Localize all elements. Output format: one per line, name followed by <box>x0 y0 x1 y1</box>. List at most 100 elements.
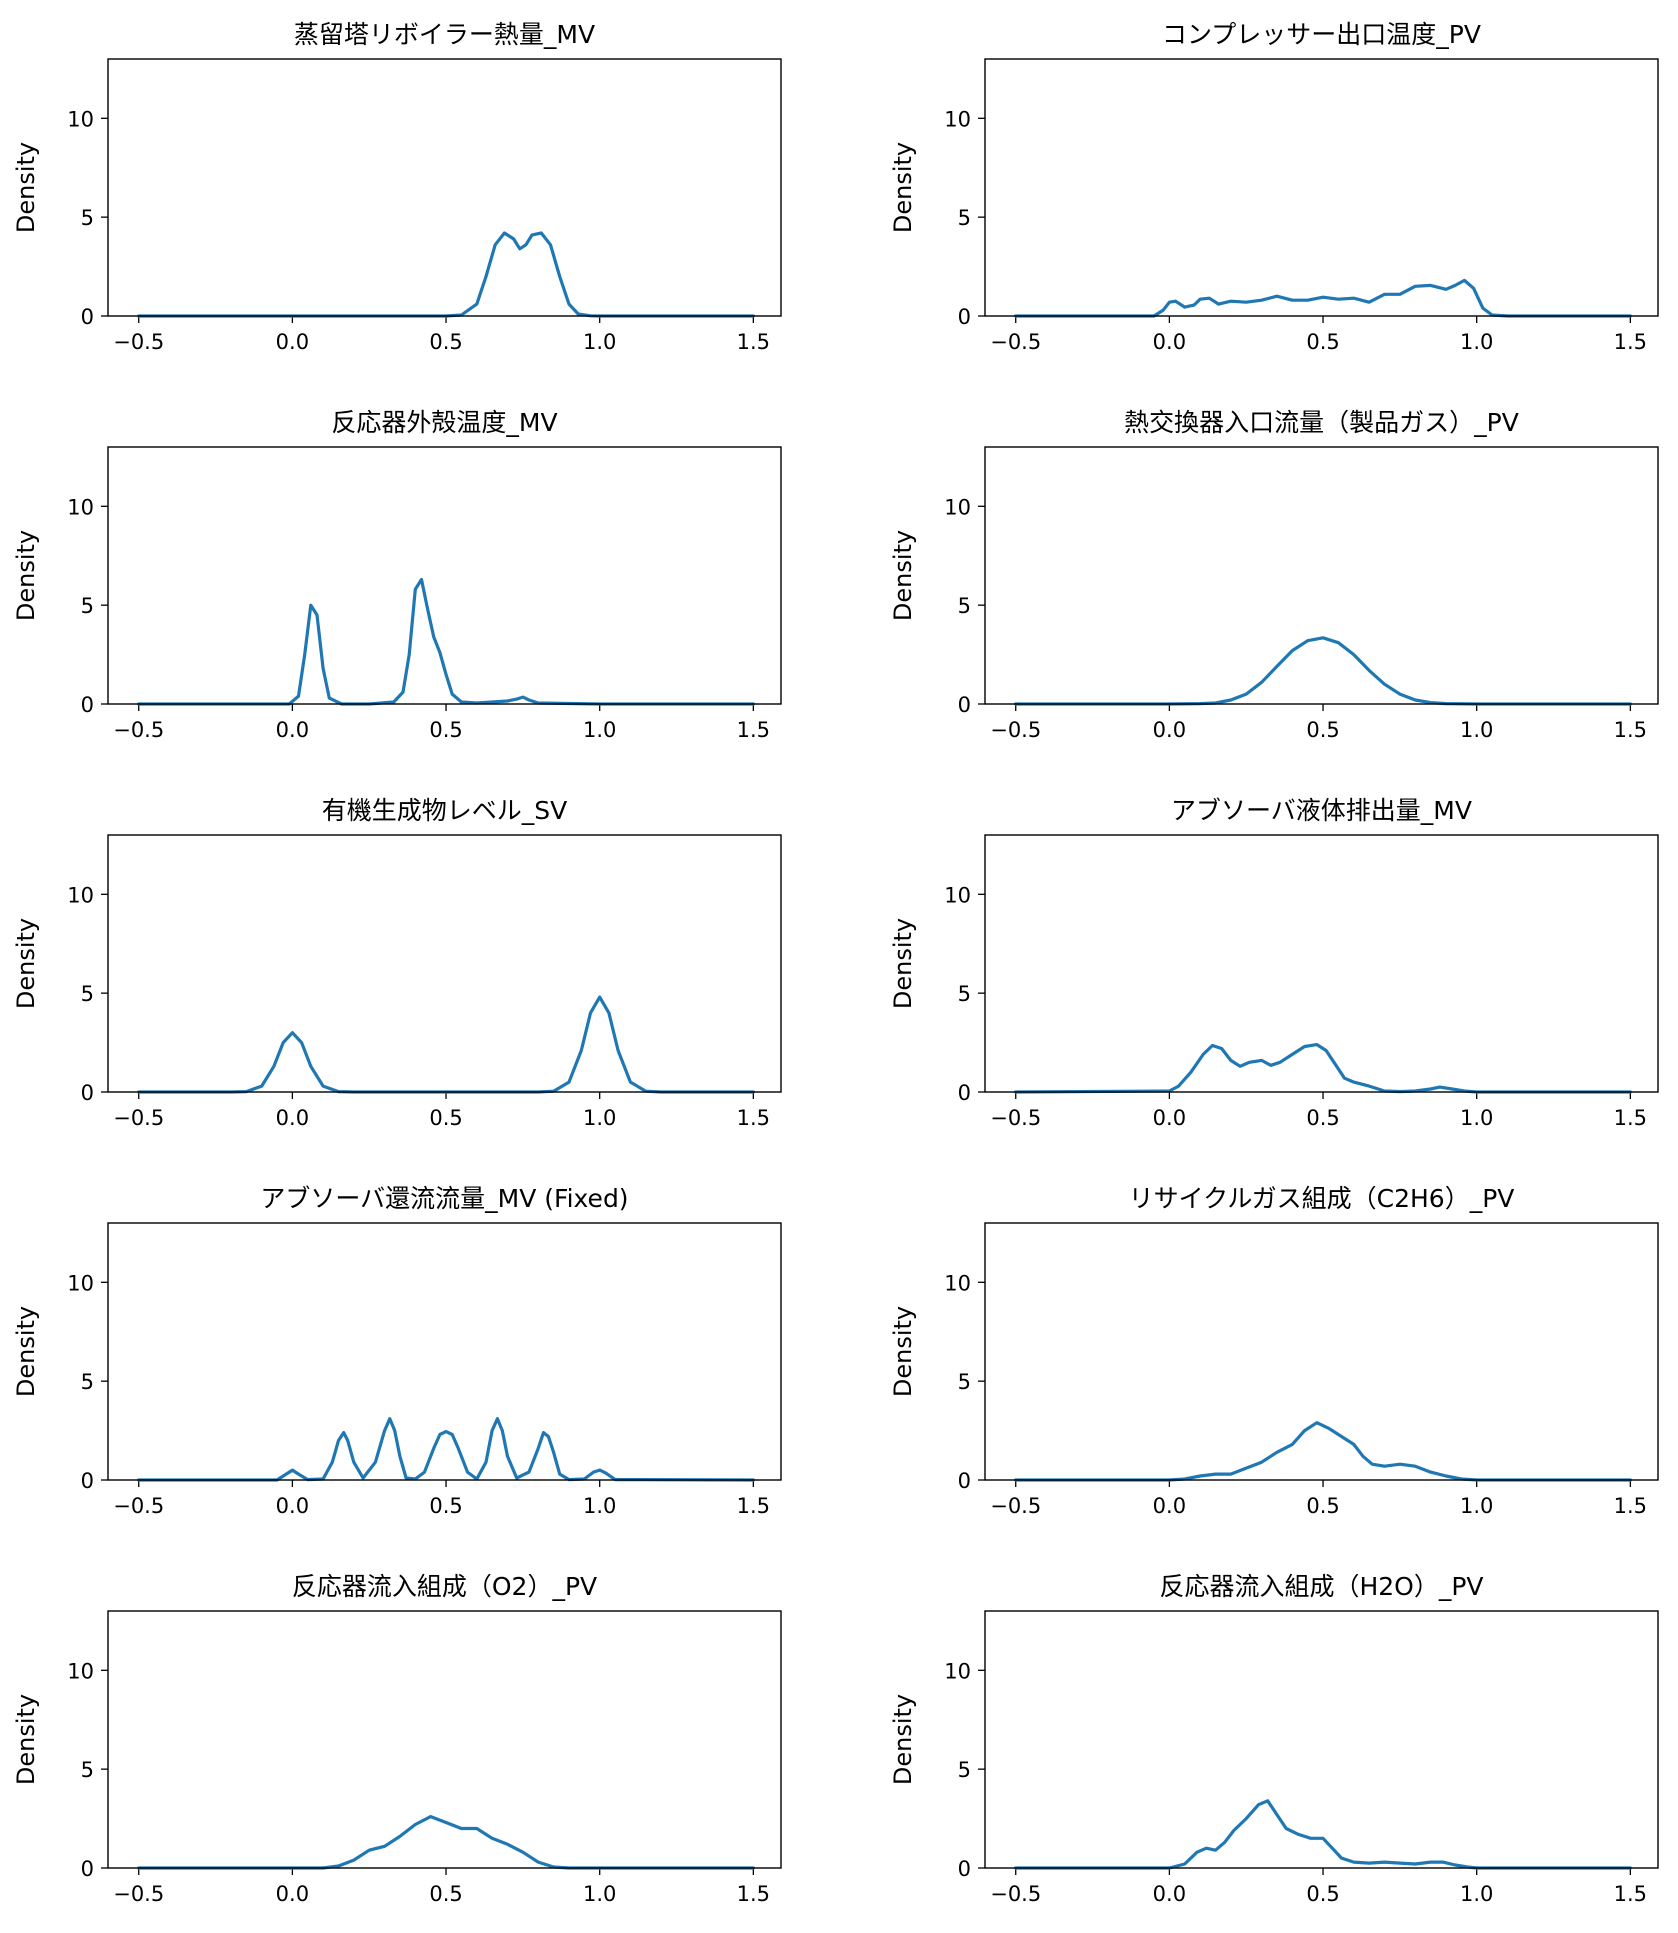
x-tick-label: 1.0 <box>1460 1494 1493 1518</box>
x-tick-label: 0.5 <box>1306 1882 1339 1906</box>
plot-frame <box>984 58 1659 317</box>
y-tick-label: 10 <box>67 1659 94 1683</box>
x-tick-label: 0.5 <box>1306 330 1339 354</box>
y-tick-label: 10 <box>944 495 971 519</box>
y-axis-label: Density <box>889 142 917 233</box>
plot-frame <box>107 1222 782 1481</box>
density-line <box>1014 1799 1632 1870</box>
y-axis-label: Density <box>889 1694 917 1785</box>
density-line <box>137 577 755 706</box>
chart-title: アブソーバ液体排出量_MV <box>1171 796 1472 825</box>
x-tick-label: 0.0 <box>276 718 309 742</box>
x-tick-label: 0.0 <box>276 1882 309 1906</box>
plot-frame <box>984 834 1659 1093</box>
x-tick-label: 1.0 <box>1460 330 1493 354</box>
y-tick-label: 10 <box>944 883 971 907</box>
y-axis-label: Density <box>12 1694 40 1785</box>
y-axis-label: Density <box>889 530 917 621</box>
y-tick-label: 0 <box>958 693 971 717</box>
x-tick-label: 1.0 <box>583 1882 616 1906</box>
x-tick-label: −0.5 <box>113 1106 164 1130</box>
x-tick-label: 1.0 <box>583 718 616 742</box>
x-tick-label: 0.0 <box>1153 330 1186 354</box>
x-tick-label: 0.5 <box>429 1106 462 1130</box>
y-tick-label: 0 <box>81 693 94 717</box>
y-tick-label: 5 <box>81 982 94 1006</box>
plot-frame <box>107 58 782 317</box>
x-tick-label: 1.0 <box>1460 718 1493 742</box>
x-tick-label: 0.0 <box>1153 1106 1186 1130</box>
density-line <box>137 1815 755 1870</box>
y-tick-label: 5 <box>81 1758 94 1782</box>
x-tick-label: 0.5 <box>429 1882 462 1906</box>
x-tick-label: −0.5 <box>990 330 1041 354</box>
y-tick-label: 0 <box>81 1857 94 1881</box>
y-tick-label: 10 <box>67 495 94 519</box>
x-tick-label: −0.5 <box>990 718 1041 742</box>
x-tick-label: 1.0 <box>583 1494 616 1518</box>
y-axis-label: Density <box>12 1306 40 1397</box>
y-tick-label: 5 <box>958 1758 971 1782</box>
x-tick-label: 0.0 <box>1153 1882 1186 1906</box>
x-tick-label: 1.5 <box>1614 330 1647 354</box>
plot-frame <box>984 1222 1659 1481</box>
y-tick-label: 5 <box>81 594 94 618</box>
density-line <box>1014 636 1632 706</box>
x-tick-label: 0.0 <box>1153 1494 1186 1518</box>
x-tick-label: 0.5 <box>429 330 462 354</box>
y-axis-label: Density <box>889 918 917 1009</box>
y-tick-label: 5 <box>958 594 971 618</box>
x-tick-label: 1.5 <box>737 1106 770 1130</box>
x-tick-label: 1.5 <box>737 1494 770 1518</box>
chart-title: アブソーバ還流流量_MV (Fixed) <box>260 1184 628 1213</box>
x-tick-label: −0.5 <box>113 330 164 354</box>
x-tick-label: −0.5 <box>990 1882 1041 1906</box>
x-tick-label: 1.0 <box>583 330 616 354</box>
y-tick-label: 5 <box>81 206 94 230</box>
x-tick-label: −0.5 <box>990 1106 1041 1130</box>
x-tick-label: 1.5 <box>737 1882 770 1906</box>
y-tick-label: 5 <box>958 982 971 1006</box>
x-tick-label: 1.5 <box>1614 718 1647 742</box>
x-tick-label: 1.0 <box>1460 1106 1493 1130</box>
plot-frame <box>984 1610 1659 1869</box>
x-tick-label: 0.5 <box>429 718 462 742</box>
y-tick-label: 0 <box>958 1469 971 1493</box>
y-tick-label: 5 <box>958 1370 971 1394</box>
y-tick-label: 0 <box>958 1857 971 1881</box>
density-line <box>1014 1421 1632 1482</box>
chart-title: コンプレッサー出口温度_PV <box>1162 20 1481 49</box>
plot-frame <box>107 834 782 1093</box>
x-tick-label: −0.5 <box>113 1494 164 1518</box>
x-tick-label: 1.5 <box>737 330 770 354</box>
plot-frame <box>107 446 782 705</box>
x-tick-label: −0.5 <box>113 1882 164 1906</box>
x-tick-label: 1.0 <box>1460 1882 1493 1906</box>
x-tick-label: −0.5 <box>113 718 164 742</box>
x-tick-label: 0.5 <box>429 1494 462 1518</box>
y-tick-label: 10 <box>944 107 971 131</box>
chart-title: 反応器流入組成（O2）_PV <box>292 1572 597 1601</box>
x-tick-label: 1.5 <box>737 718 770 742</box>
y-axis-label: Density <box>12 530 40 621</box>
y-axis-label: Density <box>889 1306 917 1397</box>
y-tick-label: 0 <box>958 305 971 329</box>
plot-frame <box>107 1610 782 1869</box>
y-tick-label: 0 <box>81 305 94 329</box>
x-tick-label: 0.5 <box>1306 718 1339 742</box>
x-tick-label: 1.5 <box>1614 1494 1647 1518</box>
y-tick-label: 5 <box>958 206 971 230</box>
y-tick-label: 10 <box>67 107 94 131</box>
x-tick-label: 0.0 <box>276 330 309 354</box>
chart-title: 熱交換器入口流量（製品ガス）_PV <box>1124 408 1519 437</box>
density-line <box>1014 1043 1632 1094</box>
y-tick-label: 10 <box>67 1271 94 1295</box>
y-tick-label: 10 <box>944 1271 971 1295</box>
y-tick-label: 0 <box>958 1081 971 1105</box>
x-tick-label: −0.5 <box>990 1494 1041 1518</box>
density-line <box>137 1417 755 1482</box>
y-axis-label: Density <box>12 918 40 1009</box>
x-tick-label: 0.5 <box>1306 1106 1339 1130</box>
